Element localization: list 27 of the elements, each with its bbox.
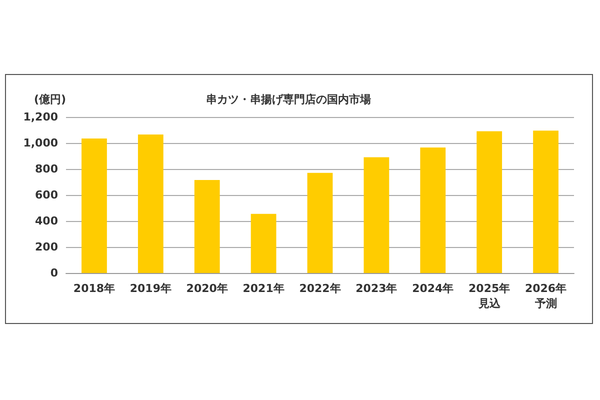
x-tick-label: 2020年 [186, 282, 228, 295]
bar [82, 138, 107, 273]
y-tick-label: 400 [35, 214, 58, 228]
y-tick-label: 800 [35, 162, 58, 176]
x-tick-label: 2023年 [356, 282, 398, 295]
bar [194, 180, 220, 273]
bar [364, 157, 390, 273]
x-tick-label: 2025年見込 [468, 282, 510, 310]
bar [420, 148, 446, 273]
x-tick-label: 2019年 [130, 282, 172, 295]
bar [307, 172, 333, 273]
y-tick-label: 1,000 [23, 136, 58, 150]
x-tick-label: 2022年 [299, 282, 341, 295]
y-tick-label: 600 [35, 188, 58, 202]
chart-title: 串カツ・串揚げ専門店の国内市場 [206, 93, 371, 106]
x-tick-label: 2018年 [73, 282, 116, 295]
y-tick-label: 1,200 [23, 110, 58, 124]
bar [476, 131, 502, 273]
y-tick-label: 0 [50, 266, 58, 280]
y-axis-title: (億円) [34, 93, 66, 106]
y-tick-label: 200 [35, 240, 58, 254]
bar [250, 214, 276, 273]
x-tick-label: 2021年 [242, 282, 284, 295]
bar [533, 130, 558, 273]
bar [138, 134, 164, 273]
x-tick-label: 2026年予測 [524, 282, 567, 310]
x-tick-label: 2024年 [412, 282, 454, 295]
